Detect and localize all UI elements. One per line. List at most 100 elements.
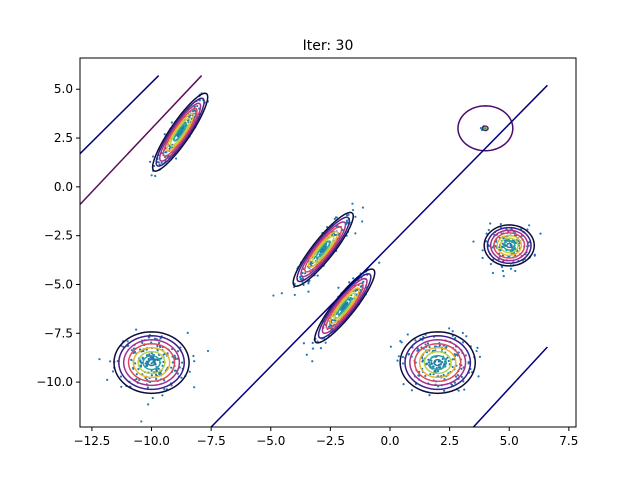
data-point	[426, 342, 430, 345]
contour-ellipse	[113, 331, 190, 395]
contour-ellipse	[486, 226, 532, 265]
contour-ellipse	[162, 107, 198, 157]
data-point	[329, 324, 332, 327]
x-tick-label: 7.5	[559, 434, 578, 448]
data-point	[347, 213, 350, 216]
data-point	[151, 356, 154, 359]
data-point	[476, 346, 479, 350]
data-point	[396, 359, 399, 362]
data-point	[145, 364, 149, 367]
contour-ellipse	[418, 346, 457, 379]
data-point	[430, 359, 433, 362]
data-point	[424, 343, 427, 346]
data-point	[163, 133, 166, 136]
plot-area	[80, 75, 548, 427]
data-point	[316, 274, 319, 277]
data-point	[451, 365, 454, 369]
contour-ellipse	[413, 342, 462, 383]
data-point	[481, 249, 484, 252]
data-point	[454, 375, 458, 378]
contour-ellipse	[147, 358, 156, 367]
data-point	[133, 350, 137, 354]
data-point	[464, 354, 467, 357]
data-point	[173, 354, 176, 357]
contour-ellipse	[423, 350, 452, 375]
degenerate-line	[80, 75, 160, 155]
contour-ellipse	[428, 354, 447, 371]
contour-ellipse	[409, 339, 467, 387]
x-tick-label: −12.5	[74, 434, 111, 448]
data-point	[443, 377, 446, 381]
data-point	[354, 232, 357, 235]
data-point	[156, 344, 159, 348]
data-point	[333, 319, 336, 322]
y-tick-label: −7.5	[44, 326, 73, 340]
data-point	[438, 344, 441, 347]
data-point	[437, 360, 441, 363]
data-point	[351, 202, 354, 205]
data-point	[477, 375, 480, 378]
data-point	[337, 286, 340, 289]
data-point	[154, 358, 158, 361]
contour-ellipse	[300, 221, 347, 278]
contour-ellipse	[122, 339, 181, 387]
data-point	[333, 217, 336, 220]
data-point	[352, 277, 355, 280]
x-tick-label: 2.5	[440, 434, 459, 448]
data-point	[441, 357, 444, 361]
contour-ellipse	[483, 224, 536, 267]
data-point	[489, 262, 492, 266]
data-point	[467, 362, 470, 365]
data-point	[174, 358, 177, 361]
y-tick-label: −5.0	[44, 277, 73, 291]
data-point	[141, 341, 144, 344]
data-point	[171, 361, 174, 364]
data-point	[106, 378, 109, 382]
data-point	[428, 345, 431, 349]
data-point	[428, 394, 431, 397]
degenerate-line	[80, 75, 203, 205]
data-point	[479, 127, 482, 130]
data-point	[175, 157, 178, 160]
gaussian-contours	[113, 92, 536, 395]
contour-ellipse	[315, 240, 331, 259]
data-point	[399, 340, 402, 343]
data-point	[159, 337, 162, 340]
data-point	[139, 359, 142, 362]
data-point	[168, 147, 171, 150]
data-point	[170, 366, 173, 369]
contour-ellipse	[127, 342, 176, 383]
y-tick-label: −2.5	[44, 229, 73, 243]
x-tick-label: −5.0	[256, 434, 285, 448]
data-point	[401, 355, 405, 359]
data-point	[144, 362, 147, 365]
data-point	[151, 396, 154, 400]
data-point	[454, 337, 457, 340]
data-point	[186, 331, 189, 334]
data-point	[301, 277, 304, 280]
data-point	[514, 269, 517, 273]
contour-ellipse	[337, 296, 353, 315]
contour-ellipse	[341, 301, 349, 311]
data-point	[410, 389, 413, 392]
data-point	[301, 271, 304, 275]
data-point	[304, 272, 307, 275]
data-point	[437, 366, 440, 369]
contour-ellipse	[313, 268, 376, 344]
data-point	[196, 104, 199, 108]
data-point	[472, 240, 475, 243]
data-point	[424, 374, 427, 378]
y-tick-label: −10.0	[36, 375, 73, 389]
data-point	[307, 282, 310, 285]
data-point	[491, 271, 495, 275]
data-point	[478, 355, 482, 359]
data-point	[355, 288, 359, 292]
data-point	[463, 388, 466, 391]
data-point	[406, 333, 409, 336]
data-point	[154, 377, 158, 380]
data-point	[429, 373, 432, 376]
data-point	[140, 420, 143, 423]
data-point	[158, 373, 161, 376]
x-tick-label: −7.5	[197, 434, 226, 448]
contour-ellipse	[325, 282, 364, 330]
